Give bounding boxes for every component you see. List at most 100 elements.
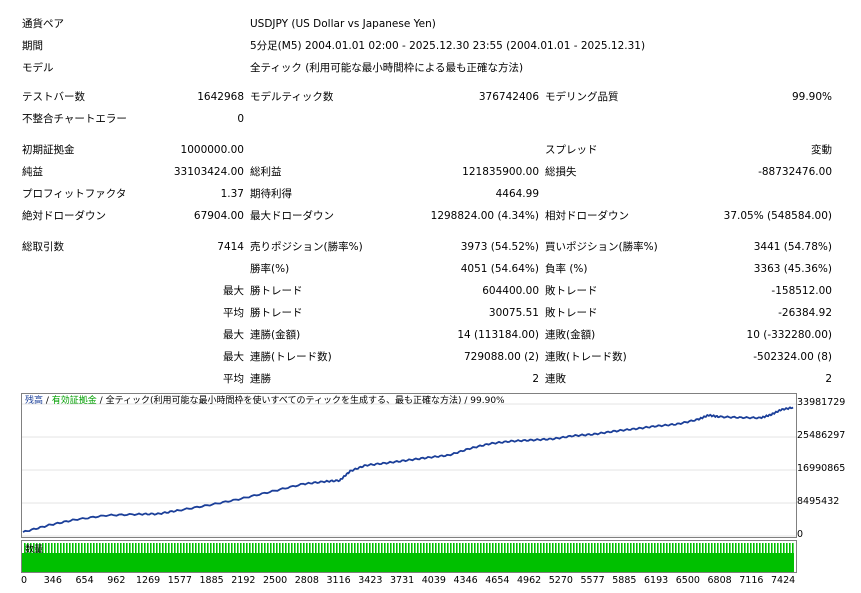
volume-bar — [222, 543, 224, 555]
avg-cons-wins-value: 2 — [532, 373, 539, 385]
legend-balance: 残高 — [25, 396, 44, 406]
volume-bar — [165, 543, 167, 555]
x-tick-label: 1269 — [136, 575, 161, 586]
volume-bar — [468, 543, 470, 555]
volume-bar — [186, 543, 188, 555]
volume-bar — [33, 543, 35, 555]
volume-bar — [354, 543, 356, 555]
volume-bar — [420, 543, 422, 555]
loss-rate-value: 3363 (45.36%) — [753, 263, 832, 275]
quality-value: 99.90% — [791, 91, 832, 103]
x-tick-label: 4346 — [453, 575, 478, 586]
volume-bar — [57, 543, 59, 555]
volume-bar — [702, 543, 704, 555]
volume-bar — [552, 543, 554, 555]
volume-bar — [234, 543, 236, 555]
legend-quality: 99.90% — [470, 396, 505, 406]
volume-bar — [516, 543, 518, 555]
volume-bar — [651, 543, 653, 555]
volume-bar — [471, 543, 473, 555]
volume-bar — [306, 543, 308, 555]
volume-bar — [519, 543, 521, 555]
volume-bar — [594, 543, 596, 555]
volume-bar — [93, 543, 95, 555]
volume-bar — [639, 543, 641, 555]
volume-bar — [390, 543, 392, 555]
volume-bar — [177, 543, 179, 555]
volume-bar — [423, 543, 425, 555]
volume-bar — [429, 543, 431, 555]
volume-bar — [99, 543, 101, 555]
x-tick-label: 346 — [43, 575, 62, 586]
rel-drawdown-label: 相対ドローダウン — [545, 210, 629, 222]
period-label: 期間 — [22, 40, 43, 52]
volume-bar — [627, 543, 629, 555]
y-tick-label: 33981729 — [797, 397, 846, 408]
volume-bar — [276, 543, 278, 555]
avg-win-label: 勝トレード — [250, 307, 303, 319]
volume-chart: 数量 — [21, 540, 797, 573]
x-tick-label: 2808 — [294, 575, 319, 586]
volume-bar — [303, 543, 305, 555]
volume-bar — [555, 543, 557, 555]
volume-bar — [255, 543, 257, 555]
volume-bar — [357, 543, 359, 555]
volume-bar — [573, 543, 575, 555]
volume-chart-svg — [22, 543, 794, 572]
largest-win-label: 勝トレード — [250, 285, 303, 297]
volume-bar — [489, 543, 491, 555]
deposit-label: 初期証拠金 — [22, 144, 75, 156]
volume-bar — [237, 543, 239, 555]
volume-bar — [411, 543, 413, 555]
volume-bar — [129, 543, 131, 555]
volume-bar — [192, 543, 194, 555]
volume-bar — [111, 543, 113, 555]
volume-bar — [735, 543, 737, 555]
volume-bar — [201, 543, 203, 555]
volume-bar — [612, 543, 614, 555]
volume-bar — [384, 543, 386, 555]
volume-bar — [771, 543, 773, 555]
volume-bar — [681, 543, 683, 555]
volume-bar — [369, 543, 371, 555]
volume-bar — [138, 543, 140, 555]
volume-bar — [294, 543, 296, 555]
volume-bar — [210, 543, 212, 555]
volume-bar — [75, 543, 77, 555]
volume-bar — [66, 543, 68, 555]
largest-loss-label: 敗トレード — [545, 285, 598, 297]
abs-drawdown-label: 絶対ドローダウン — [22, 210, 106, 222]
x-tick-label: 3731 — [390, 575, 415, 586]
volume-bar — [561, 543, 563, 555]
volume-bar — [537, 543, 539, 555]
volume-bar — [267, 543, 269, 555]
volume-bar — [759, 543, 761, 555]
volume-bar — [285, 543, 287, 555]
volume-bar — [585, 543, 587, 555]
balance-chart-svg — [22, 403, 796, 537]
long-positions-value: 3441 (54.78%) — [753, 241, 832, 253]
volume-bar — [678, 543, 680, 555]
volume-bar — [156, 543, 158, 555]
volume-bar — [123, 543, 125, 555]
volume-bar — [786, 543, 788, 555]
x-tick-label: 4039 — [421, 575, 446, 586]
legend-equity: 有効証拠金 — [51, 396, 97, 406]
net-profit-value: 33103424.00 — [173, 166, 244, 178]
volume-bar — [45, 543, 47, 555]
volume-bar — [108, 543, 110, 555]
volume-bar — [687, 543, 689, 555]
volume-bar — [669, 543, 671, 555]
loss-rate-label: 負率 (%) — [545, 263, 588, 275]
volume-bar — [483, 543, 485, 555]
spread-label: スプレッド — [545, 144, 598, 156]
volume-bar — [495, 543, 497, 555]
volume-bar — [675, 543, 677, 555]
max-cons-profit-label: 連勝(トレード数) — [250, 351, 332, 363]
volume-bar — [330, 543, 332, 555]
volume-bar — [171, 543, 173, 555]
volume-bar — [690, 543, 692, 555]
volume-bar — [504, 543, 506, 555]
volume-bar — [618, 543, 620, 555]
ticks-label: モデルティック数 — [250, 91, 334, 103]
